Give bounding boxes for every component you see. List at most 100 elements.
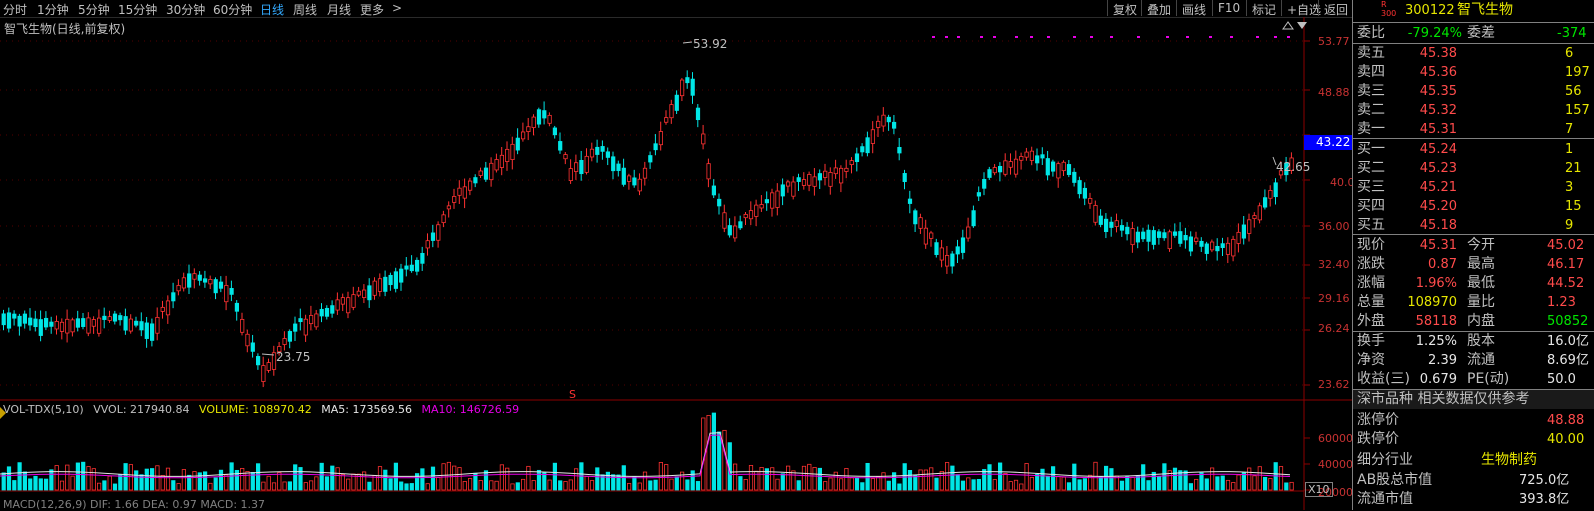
candle-body [987,169,992,178]
volume-bar [1125,476,1130,491]
volume-tick: 60000 [1318,432,1353,445]
limit-down-label: 跌停价 [1357,431,1399,447]
buy-price[interactable]: 45.23 [1419,161,1457,176]
candle-body [642,167,648,179]
volume-bar [796,480,801,491]
volume-bar [1172,467,1178,491]
volume-bar [966,477,971,491]
volume-bar [584,476,589,491]
period-daily[interactable]: 日线 [260,3,285,17]
volume-bar [383,469,388,491]
volume-bar [160,474,165,491]
candle-body [515,137,520,151]
candle-body [733,225,738,239]
ab-cap-label: AB股总市值 [1357,472,1433,488]
candle-body [181,277,186,289]
sell-price[interactable]: 45.38 [1419,46,1457,61]
period-weekly[interactable]: 周线 [293,3,318,17]
candle-body [420,252,425,264]
buy-price[interactable]: 45.18 [1419,218,1457,233]
industry-label: 细分行业 [1357,452,1413,468]
period-more[interactable]: 更多 [360,3,385,17]
volume-bar [1008,481,1013,491]
volume-bar [303,482,308,491]
add-watchlist-button[interactable]: +自选 [1281,0,1326,17]
volume-bar [642,471,648,491]
buy-price[interactable]: 45.21 [1419,180,1457,195]
sell-price[interactable]: 45.35 [1419,84,1457,99]
volume-bar [1194,478,1199,491]
overlay-button[interactable]: 叠加 [1141,0,1176,17]
macd-legend: MACD(12,26,9) DIF: 1.66 DEA: 0.97 MACD: … [3,498,266,511]
buy-row[interactable]: 买五 45.18 9 [1357,216,1594,235]
kline-chart[interactable] [0,17,1352,510]
candle-body [49,321,54,327]
period-60min[interactable]: 60分钟 [213,3,253,17]
candle-body [807,174,812,186]
volume-bar [425,483,430,491]
period-15min[interactable]: 15分钟 [118,3,158,17]
buy-row[interactable]: 买三 45.21 3 [1357,178,1594,197]
sell-row[interactable]: 卖一 45.31 7 [1357,120,1594,139]
volume-bar [934,477,939,491]
back-button[interactable]: 返回 [1318,0,1353,17]
sell-row[interactable]: 卖三 45.35 56 [1357,82,1594,101]
more-arrow-icon[interactable]: > [392,1,403,15]
webi-label: 委比 [1357,25,1385,41]
sell-row[interactable]: 卖五 45.38 6 [1357,44,1594,63]
industry-value[interactable]: 生物制药 [1481,452,1537,468]
sell-price[interactable]: 45.31 [1419,122,1457,137]
period-1min[interactable]: 1分钟 [37,3,69,17]
volume-bar [1061,476,1066,491]
candle-body [75,318,80,328]
scroll-up-icon [1282,21,1294,30]
limit-down-row: 跌停价 40.00 [1357,430,1594,449]
sell-row[interactable]: 卖四 45.36 197 [1357,63,1594,82]
candle-body [955,246,960,255]
period-5min[interactable]: 5分钟 [78,3,110,17]
stock-code: 300122 [1405,3,1455,18]
candle-body [107,316,112,321]
candle-body [833,167,838,175]
buy-row[interactable]: 买二 45.23 21 [1357,159,1594,178]
event-marker[interactable]: S [569,388,576,401]
volume-bar [197,472,202,491]
volume-bar [139,474,144,491]
volume-bar [786,465,791,491]
candle-body [1172,231,1178,236]
quote-panel: R 300 300122 智飞生物 委比 -79.24% 委差 -374 卖五 4… [1352,0,1594,510]
volume-bar [330,465,335,491]
candle-body [595,146,600,155]
buy-row[interactable]: 买一 45.24 1 [1357,140,1594,159]
period-monthly[interactable]: 月线 [327,3,352,17]
buy-row[interactable]: 买四 45.20 15 [1357,197,1594,216]
buy-price[interactable]: 45.20 [1419,199,1457,214]
volume-bar [738,476,743,491]
buy-price[interactable]: 45.24 [1419,142,1457,157]
sell-row[interactable]: 卖二 45.32 157 [1357,101,1594,120]
volume-bar [950,465,955,491]
sell-price[interactable]: 45.32 [1419,103,1457,118]
candle-body [945,255,950,267]
mark-button[interactable]: 标记 [1246,0,1281,17]
candle-body [992,167,997,174]
candle-body [1098,215,1103,225]
volume-bar [976,478,982,491]
indicator-name[interactable]: VOL-TDX(5,10) [3,403,84,416]
high-leader [682,41,693,44]
buy-level-label: 买一 [1357,141,1385,157]
candle-body [690,78,695,96]
candle-body [361,289,367,298]
volume-bar [409,483,414,491]
volume-bar [526,465,531,491]
draw-line-button[interactable]: 画线 [1176,0,1211,17]
candle-body [558,141,563,151]
candle-body [234,302,239,312]
candle-body [1003,160,1008,175]
f10-button[interactable]: F10 [1212,0,1245,16]
adjust-button[interactable]: 复权 [1107,0,1142,17]
period-30min[interactable]: 30分钟 [166,3,206,17]
sell-price[interactable]: 45.36 [1419,65,1457,80]
period-timeshare[interactable]: 分时 [3,3,28,17]
volume-bar [1029,476,1034,491]
